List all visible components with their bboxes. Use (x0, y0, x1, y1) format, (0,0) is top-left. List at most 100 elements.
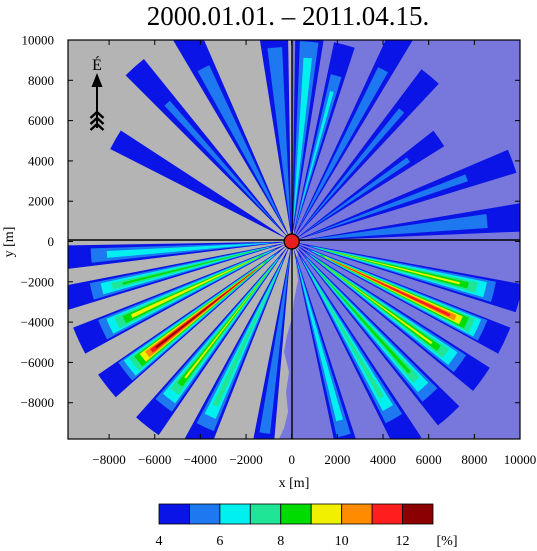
colorbar-cell (371, 503, 403, 525)
colorbar-cell (188, 503, 221, 525)
x-axis-label: x [m] (279, 476, 310, 491)
concentration-band (298, 149, 517, 240)
colorbar-cell (402, 503, 434, 525)
concentration-band (299, 67, 388, 226)
concentration-band (184, 247, 289, 439)
plume-sector (294, 247, 422, 439)
concentration-band (173, 40, 289, 236)
colorbar-tick-label: 4 (156, 534, 163, 549)
plume-sector (298, 149, 517, 240)
colorbar-tick-label: 10 (335, 534, 349, 549)
plume-sector (110, 130, 287, 239)
north-arrow-icon: É (89, 55, 105, 131)
plot-area: −8000 −6000 −4000 −2000 0 2000 4000 6000 8000 100… (21, 33, 537, 468)
plume-sector (125, 59, 288, 237)
concentration-band (293, 42, 355, 236)
plume-sector (298, 243, 520, 313)
plot-frame (67, 39, 521, 440)
plume-sector (293, 248, 356, 439)
concentration-band (293, 57, 312, 220)
concentration-band (155, 271, 253, 349)
concentration-band (322, 248, 469, 289)
y-tick-label: 0 (48, 234, 55, 249)
concentration-band (308, 174, 468, 236)
concentration-band (298, 203, 520, 241)
north-label: É (92, 55, 102, 74)
y-tick-label: 8000 (28, 73, 54, 88)
concentration-band (305, 264, 385, 399)
x-tick-label: 8000 (461, 452, 487, 467)
x-tick-label: −8000 (92, 452, 125, 467)
plume-sector (292, 40, 324, 235)
concentration-band (293, 248, 356, 439)
y-tick-label: 4000 (28, 153, 54, 168)
concentration-band (298, 243, 520, 313)
x-axis: −8000 −6000 −4000 −2000 0 2000 4000 6000 8000 100… (92, 40, 536, 467)
x-tick-label: 6000 (416, 452, 442, 467)
plume-sector (297, 245, 490, 391)
concentration-band (122, 249, 262, 285)
concentration-band (197, 65, 284, 226)
concentration-band (267, 47, 291, 224)
concentration-field (68, 40, 520, 439)
x-tick-label: −4000 (184, 452, 217, 467)
concentration-band (111, 247, 266, 290)
colorbar-tick-label: 8 (277, 534, 284, 549)
colorbar-cell (310, 503, 343, 525)
concentration-band (294, 247, 422, 439)
concentration-band (100, 246, 271, 295)
x-tick-label: 0 (288, 452, 295, 467)
colorbar-cell (280, 503, 312, 525)
y-axis: −8000 −6000 −4000 −2000 0 2000 4000 6000 8000 100… (21, 33, 520, 410)
chart-title: 2000.01.01. – 2011.04.15. (147, 1, 430, 31)
y-tick-label: −4000 (21, 315, 54, 330)
concentration-band (302, 108, 405, 229)
y-tick-label: 2000 (28, 194, 54, 209)
plume-sector (295, 69, 439, 237)
x-tick-label: 4000 (370, 452, 396, 467)
concentration-band (302, 157, 411, 234)
concentration-band (184, 269, 270, 379)
concentration-band (312, 264, 411, 374)
plume-sector (68, 243, 286, 310)
concentration-band (326, 250, 460, 285)
plume-sector (297, 244, 511, 354)
colorbar-tick-label: 6 (216, 534, 223, 549)
source-point-marker (283, 233, 300, 250)
concentration-band (259, 259, 290, 434)
plume-sector (173, 40, 289, 236)
y-axis-label: y [m] (2, 227, 17, 258)
plume-sector (259, 40, 292, 235)
plume-sector (296, 246, 460, 426)
concentration-band (164, 100, 280, 229)
colorbar-cell (219, 503, 251, 525)
concentration-band (110, 130, 287, 239)
concentration-band (90, 242, 274, 263)
colorbar-legend: 4 6 8 10 12 [%] (156, 503, 458, 549)
concentration-band (68, 243, 286, 310)
y-tick-label: −6000 (21, 355, 54, 370)
plume-sector (98, 245, 287, 398)
x-tick-label: 2000 (324, 452, 350, 467)
colorbar-cell (341, 503, 373, 525)
concentration-band (294, 40, 413, 236)
x-tick-label: −6000 (138, 452, 171, 467)
plume-sector (295, 130, 445, 239)
concentration-band (309, 214, 488, 240)
plume-sector (68, 241, 285, 269)
plume-sector (298, 203, 520, 241)
colorbar-cell (158, 503, 190, 525)
concentration-band (89, 245, 275, 300)
colorbar-cell (249, 503, 282, 525)
concentration-band (296, 258, 351, 438)
x-tick-label: −2000 (229, 452, 262, 467)
concentration-band (130, 256, 260, 318)
concentration-band (317, 247, 478, 293)
y-tick-label: −8000 (21, 395, 54, 410)
plume-sector (294, 40, 413, 236)
y-tick-label: −2000 (21, 274, 54, 289)
concentration-band (292, 41, 319, 224)
plume-sector (253, 248, 291, 439)
concentration-band (295, 74, 342, 227)
